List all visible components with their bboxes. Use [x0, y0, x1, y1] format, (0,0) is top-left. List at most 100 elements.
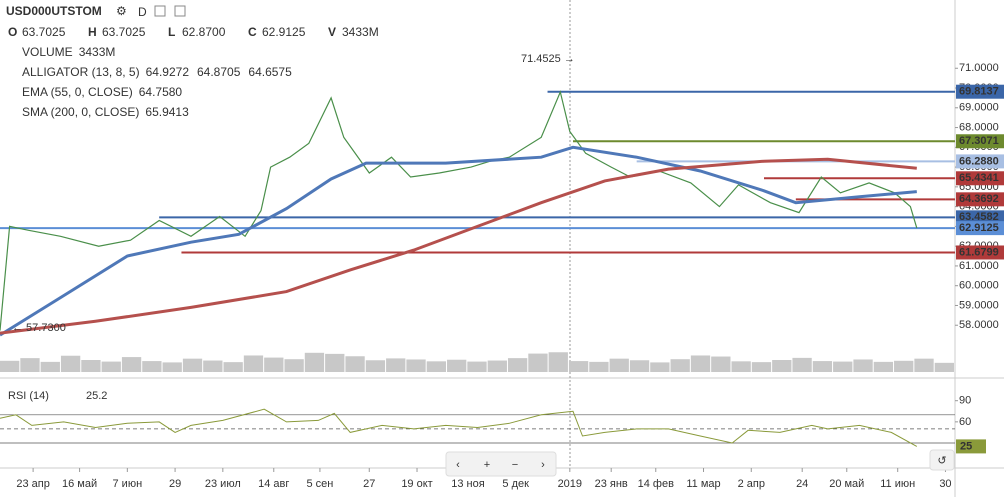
volume-bar — [81, 360, 101, 372]
y-tick-label: 61.0000 — [959, 260, 999, 272]
volume-bar — [812, 361, 833, 372]
ohlc-key: O — [8, 25, 17, 39]
x-tick-label: 11 мар — [686, 478, 720, 490]
volume-bar — [792, 357, 812, 372]
volume-bar — [833, 361, 853, 372]
reset-icon[interactable]: ↺ — [937, 455, 946, 467]
legend-name: SMA (200, 0, CLOSE) — [22, 105, 139, 119]
y-tick-label: 71.0000 — [959, 62, 999, 74]
legend-name: ALLIGATOR (13, 8, 5) — [22, 65, 140, 79]
reset-button[interactable] — [929, 449, 955, 471]
level-label-box — [956, 245, 1004, 260]
plot-layer: 58.000059.000060.000061.000062.000063.00… — [0, 53, 1004, 490]
symbol: USD000UTSTOM — [6, 4, 102, 18]
y-tick-label: 59.0000 — [959, 299, 999, 311]
x-tick-label: 23 апр — [16, 478, 49, 490]
level-label: 65.4341 — [959, 172, 999, 184]
y-tick-label: 60.0000 — [959, 280, 999, 292]
volume-bar — [528, 353, 548, 372]
header: USD000UTSTOM ⚙ D — [6, 4, 186, 19]
x-tick-label: 30 — [939, 478, 951, 490]
volume-bar — [142, 361, 162, 372]
volume-bar — [121, 357, 142, 372]
scroll-right[interactable]: › — [541, 459, 545, 471]
settings-icon[interactable]: ⚙ — [116, 4, 127, 18]
x-tick-label: 19 окт — [401, 478, 432, 490]
volume-bar — [426, 361, 447, 372]
volume-bar — [325, 353, 345, 372]
y-tick-label: 69.0000 — [959, 102, 999, 114]
legend-value: 64.7580 — [139, 85, 183, 99]
y-tick-label: 58.0000 — [959, 319, 999, 331]
volume-bar — [934, 362, 954, 372]
volume-bar — [243, 355, 264, 372]
volume-bar — [203, 360, 223, 372]
ohlc-value: 63.7025 — [102, 25, 146, 39]
volume-bar — [101, 361, 121, 372]
volume-bar — [670, 359, 690, 372]
level-label-box — [956, 210, 1004, 225]
volume-bar — [406, 359, 426, 372]
x-tick-label: 14 фев — [638, 478, 674, 490]
ohlc-key: H — [88, 25, 97, 39]
series-line — [0, 408, 918, 447]
volume-bar — [609, 358, 629, 372]
scroll-left[interactable]: ‹ — [456, 459, 460, 471]
x-tick-label: 2 апр — [738, 478, 765, 490]
y-tick-label: 60 — [959, 416, 971, 428]
last-label: 25 — [960, 440, 972, 452]
volume-bar — [447, 359, 467, 372]
volume-bar — [629, 360, 650, 372]
level-label-box — [956, 171, 1004, 186]
x-tick-label: 13 ноя — [451, 478, 484, 490]
level-label: 67.3071 — [959, 135, 999, 147]
volume-bar — [223, 362, 243, 372]
volume-bar — [40, 361, 60, 372]
y-tick-label: 68.0000 — [959, 121, 999, 133]
zoom-in[interactable]: + — [484, 459, 490, 471]
volume-bar — [284, 359, 304, 372]
legend-value: 64.6575 — [248, 65, 292, 79]
level-label-box — [956, 84, 1004, 99]
volume-bar — [853, 359, 873, 372]
volume-bar — [386, 358, 406, 372]
ohlc-key: C — [248, 25, 257, 39]
volume-bar — [264, 357, 284, 372]
toolbar: ‹ + − › ↺ — [445, 449, 955, 477]
legend-value: 64.9272 — [146, 65, 190, 79]
ohlc-value: 62.8700 — [182, 25, 226, 39]
zoom-bar — [445, 451, 557, 477]
layout-icon[interactable] — [174, 5, 186, 17]
volume-bar — [345, 356, 365, 372]
zoom-out[interactable]: − — [512, 459, 518, 471]
interval[interactable]: D — [138, 5, 147, 19]
legend-value: 3433M — [79, 45, 116, 59]
volume-bar — [894, 360, 914, 372]
ohlc-key: L — [168, 25, 175, 39]
level-label: 66.2880 — [959, 155, 999, 167]
legend-value: 65.9413 — [145, 105, 189, 119]
volume-bar — [0, 360, 20, 372]
annotation: 71.4525 → — [521, 53, 575, 65]
series-line — [0, 157, 917, 335]
panel-value: 25.2 — [86, 390, 107, 402]
level-label: 64.3692 — [959, 193, 999, 205]
legend-name: VOLUME — [22, 45, 73, 59]
last-label-box — [956, 439, 986, 454]
level-label: 69.8137 — [959, 86, 999, 98]
x-tick-label: 11 июн — [880, 478, 915, 490]
level-label-box — [956, 221, 1004, 236]
volume-bar — [873, 361, 894, 372]
volume-bar — [589, 361, 609, 372]
volume-bar — [711, 356, 731, 372]
volume-bar — [20, 358, 40, 372]
y-tick-label: 90 — [959, 395, 971, 407]
volume-bar — [365, 360, 386, 372]
volume-bar — [507, 358, 528, 372]
x-tick-label: 23 янв — [595, 478, 628, 490]
compare-icon[interactable] — [154, 5, 166, 17]
x-tick-label: 24 — [796, 478, 808, 490]
volume-bar — [182, 358, 203, 372]
x-tick-label: 14 авг — [258, 478, 289, 490]
